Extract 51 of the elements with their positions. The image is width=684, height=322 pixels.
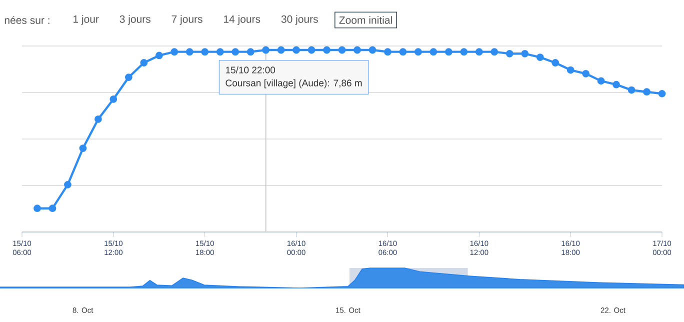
point <box>552 59 560 66</box>
point <box>201 48 209 56</box>
point <box>79 144 87 152</box>
text: nées sur : <box>4 16 50 24</box>
point <box>582 70 590 78</box>
point <box>460 48 468 56</box>
point <box>94 115 102 123</box>
point <box>277 46 285 54</box>
point <box>232 48 240 56</box>
point <box>612 80 620 88</box>
point <box>308 46 316 54</box>
annotation: 15/10 22:00 <box>226 66 276 74</box>
text: 30 jours <box>281 15 318 25</box>
point <box>475 48 483 56</box>
point <box>399 48 407 56</box>
text: 1 jour <box>74 15 99 25</box>
point <box>140 59 148 66</box>
point <box>155 52 163 60</box>
point <box>292 46 300 54</box>
point <box>536 54 544 61</box>
point <box>566 66 574 74</box>
point <box>48 204 56 212</box>
point <box>414 48 422 56</box>
text: 14 jours <box>224 15 260 25</box>
point <box>338 46 346 54</box>
point <box>186 48 194 56</box>
point <box>521 50 529 58</box>
text: 3 jours <box>120 15 150 25</box>
point <box>64 180 72 188</box>
point <box>216 48 224 56</box>
point <box>658 90 666 98</box>
text: 7 jours <box>172 15 202 25</box>
point <box>628 86 636 94</box>
point <box>384 48 392 56</box>
point <box>490 48 498 56</box>
point <box>170 48 178 56</box>
point <box>354 46 361 54</box>
point <box>246 48 254 56</box>
point <box>444 48 452 56</box>
point <box>368 46 376 54</box>
point <box>124 74 132 82</box>
point <box>323 46 330 54</box>
point <box>110 95 118 103</box>
point <box>643 88 650 96</box>
point <box>34 204 41 212</box>
point <box>597 77 605 85</box>
annotation: Coursan [village] (Aude): 7,86 m <box>226 79 362 88</box>
point <box>506 50 514 58</box>
text: Zoom initial <box>339 16 392 24</box>
point <box>430 48 438 56</box>
point <box>262 46 270 54</box>
